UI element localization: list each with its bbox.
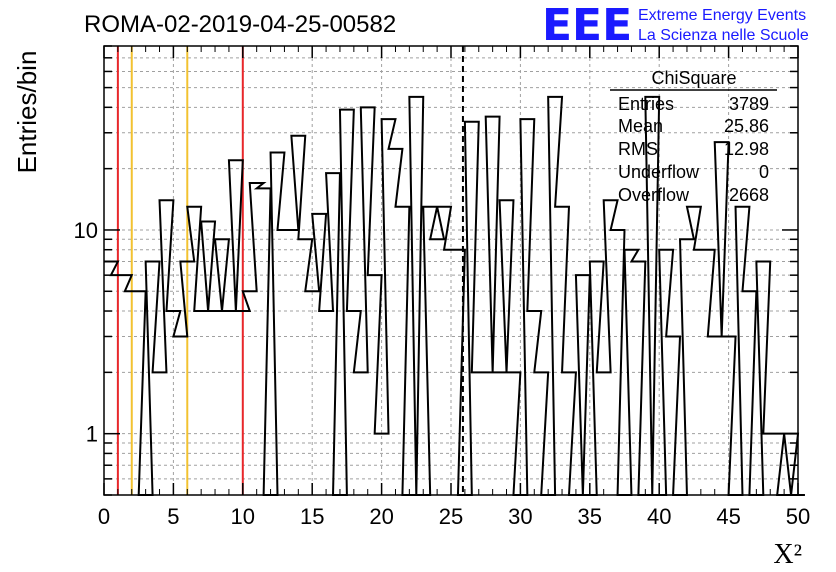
x-axis: 0 5 10 15 20 25 30 35 40 45 50: [98, 46, 810, 529]
histogram-outline: [104, 95, 805, 496]
reference-lines: [116, 46, 464, 495]
stats-label-overflow: Overflow: [618, 185, 690, 205]
stats-label-rms: RMS: [618, 139, 658, 159]
histogram-bin-73: [611, 230, 625, 495]
x-tick-label-7: 35: [578, 504, 602, 529]
y-tick-label-1: 10: [74, 218, 98, 243]
x-tick-label-10: 50: [786, 504, 810, 529]
x-axis-label: X²: [773, 539, 802, 570]
eee-logo: EEE Extreme Energy Events La Scienza nel…: [542, 0, 809, 51]
histogram-bin-58: [507, 372, 521, 495]
histogram-bin-32: [326, 173, 340, 495]
x-tick-label-0: 0: [98, 504, 110, 529]
histogram-bin-44: [409, 97, 423, 495]
histogram-bin-62: [534, 372, 548, 495]
stats-value-rms: 12.98: [724, 139, 769, 159]
histogram-bins: [104, 95, 805, 496]
histogram-bin-22: [257, 188, 271, 495]
histogram-bin-92: [742, 291, 756, 495]
stats-label-entries: Entries: [618, 94, 674, 114]
histogram-bin-68: [576, 275, 590, 495]
histogram-bin-89: [722, 336, 736, 495]
logo-line-1: Extreme Energy Events: [638, 7, 806, 24]
run-title: ROMA-02-2019-04-25-00582: [84, 11, 396, 38]
histogram-bin-76: [631, 262, 645, 495]
histogram-bin-50: [451, 250, 465, 495]
histogram-bin-4: [132, 291, 146, 495]
stats-title: ChiSquare: [651, 68, 736, 88]
y-axis: 1 10: [74, 45, 798, 496]
x-tick-label-2: 10: [231, 504, 255, 529]
histogram-bin-66: [562, 372, 576, 495]
x-tick-label-4: 20: [369, 504, 393, 529]
stats-value-underflow: 0: [759, 162, 769, 182]
y-axis-label: Entries/bin: [12, 51, 42, 174]
x-tick-label-8: 40: [647, 504, 671, 529]
histogram-bin-42: [395, 207, 409, 495]
stats-value-overflow: 2668: [729, 185, 769, 205]
x-tick-label-6: 30: [508, 504, 532, 529]
stats-box: ChiSquare Entries 3789 Mean 25.86 RMS 12…: [610, 68, 777, 205]
x-tick-label-9: 45: [716, 504, 740, 529]
stats-value-mean: 25.86: [724, 116, 769, 136]
stats-label-underflow: Underflow: [618, 162, 700, 182]
x-tick-label-5: 25: [439, 504, 463, 529]
x-tick-label-3: 15: [300, 504, 324, 529]
stats-label-mean: Mean: [618, 116, 663, 136]
histogram-bin-96: [770, 434, 784, 495]
histogram-bin-81: [666, 336, 680, 495]
stats-value-entries: 3789: [729, 94, 769, 114]
logo-line-2: La Scienza nelle Scuole: [638, 27, 809, 44]
y-tick-label-0: 1: [86, 422, 98, 447]
x-tick-label-1: 5: [167, 504, 179, 529]
logo-mark: EEE: [542, 0, 632, 51]
